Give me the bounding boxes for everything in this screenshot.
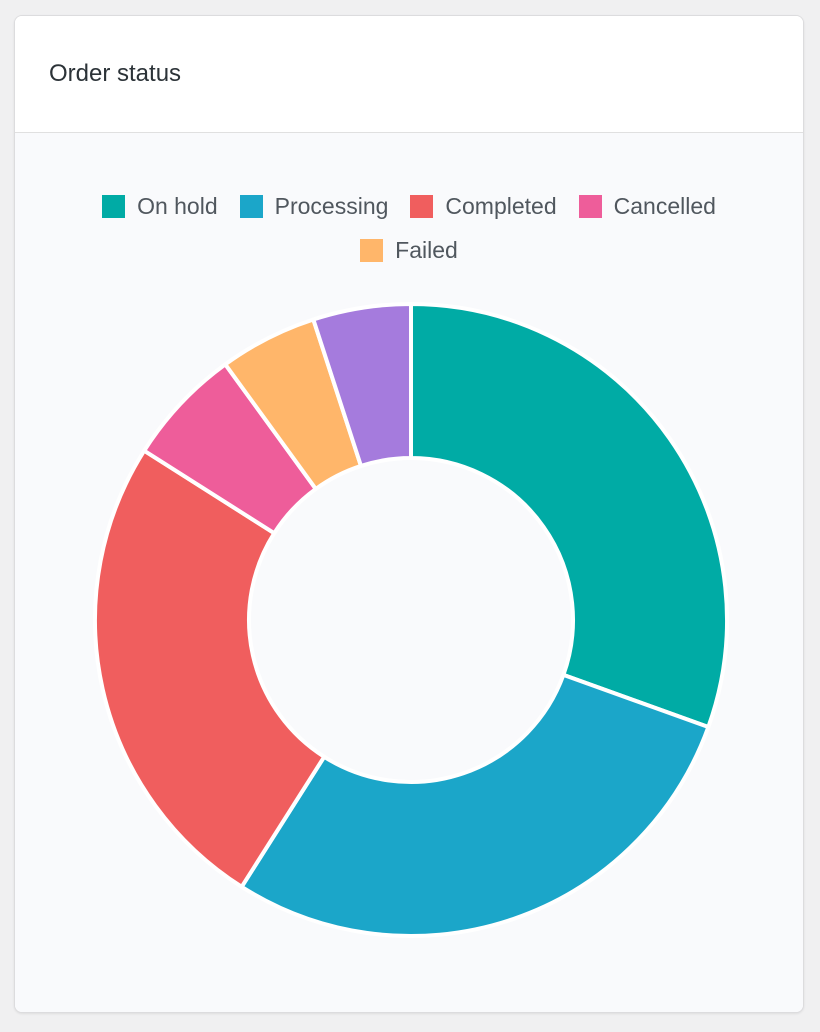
legend-swatch — [102, 194, 126, 218]
legend-swatch — [410, 194, 434, 218]
legend-item[interactable]: Cancelled — [578, 191, 716, 221]
donut-slice-processing[interactable] — [239, 672, 711, 938]
chart-legend: On hold Processing Completed Cancelled Faile… — [15, 191, 803, 265]
donut-slice-completed[interactable] — [93, 448, 327, 889]
legend-item[interactable]: Completed — [410, 191, 557, 221]
legend-item[interactable]: Failed — [360, 235, 458, 265]
donut-chart — [93, 302, 729, 938]
legend-label: Cancelled — [613, 192, 716, 219]
legend-label: Processing — [274, 192, 389, 219]
legend-item[interactable]: On hold — [102, 191, 218, 221]
donut-slice-on-hold[interactable] — [409, 302, 729, 730]
donut-slice-refunded[interactable] — [311, 302, 413, 468]
card-header: Order status — [15, 16, 803, 133]
card-title: Order status — [49, 60, 182, 87]
legend-label: On hold — [137, 192, 218, 219]
legend-swatch — [239, 194, 263, 218]
order-status-card: Order status On hold Processing Completed C… — [14, 15, 804, 1013]
legend-item[interactable]: Processing — [239, 191, 389, 221]
chart-area: On hold Processing Completed Cancelled Faile… — [15, 133, 803, 1012]
legend-label: Completed — [445, 192, 557, 219]
legend-swatch — [578, 194, 602, 218]
legend-label: Failed — [395, 236, 458, 263]
legend-swatch — [360, 238, 384, 262]
